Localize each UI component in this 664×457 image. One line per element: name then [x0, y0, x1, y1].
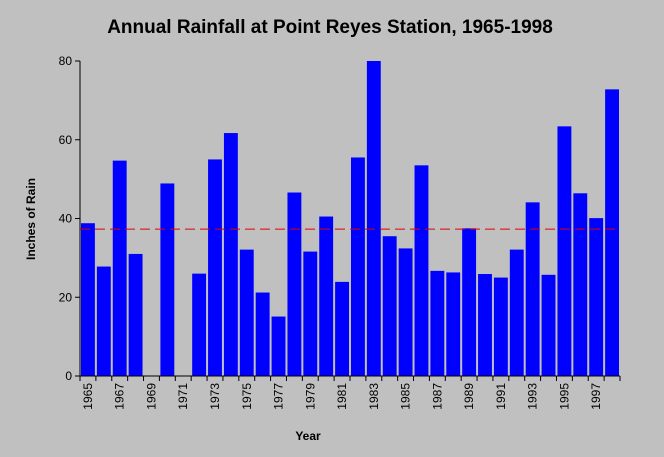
- y-tick-label: 60: [59, 133, 73, 147]
- bar-1979: [303, 251, 318, 376]
- y-tick-label: 80: [59, 54, 73, 68]
- bar-1968: [128, 253, 143, 376]
- x-tick-label-1971: 1971: [176, 383, 190, 410]
- bar-1976: [255, 292, 270, 376]
- bar-1970: [160, 183, 175, 376]
- bar-1998: [605, 89, 619, 376]
- bar-1973: [208, 159, 222, 376]
- bar-1984: [382, 236, 397, 376]
- x-tick-label-1969: 1969: [144, 383, 158, 410]
- y-tick-label: 0: [65, 369, 72, 383]
- bar-1966: [96, 266, 111, 376]
- x-tick-label-1997: 1997: [589, 383, 603, 410]
- bar-1988: [446, 272, 461, 376]
- bar-1994: [541, 274, 556, 376]
- bar-1997: [589, 218, 604, 376]
- bar-1990: [478, 274, 492, 376]
- bar-1996: [573, 193, 588, 376]
- x-ticks-group: 1965 1967 1969 1971 1973 1975 1977 1979 1981 1983…: [79, 376, 621, 410]
- x-tick-label-1967: 1967: [113, 383, 127, 410]
- y-tick-label: 40: [59, 212, 73, 226]
- x-tick-label-1989: 1989: [462, 383, 476, 410]
- bar-1965: [81, 223, 95, 376]
- bar-1981: [335, 281, 349, 376]
- x-tick-label-1965: 1965: [81, 383, 95, 410]
- bar-1993: [525, 202, 540, 376]
- x-tick-label-1991: 1991: [494, 383, 508, 410]
- x-tick-label-1977: 1977: [272, 383, 286, 410]
- bar-1989: [462, 228, 477, 376]
- y-axis-label: Inches of Rain: [24, 178, 38, 260]
- chart-title: Annual Rainfall at Point Reyes Station, …: [107, 17, 553, 38]
- bar-1985: [398, 248, 413, 376]
- y-tick-label: 20: [59, 290, 73, 304]
- bar-1980: [319, 216, 334, 376]
- bar-1992: [509, 249, 524, 376]
- bar-1978: [287, 192, 302, 376]
- x-tick-label-1993: 1993: [526, 383, 540, 410]
- x-tick-label-1983: 1983: [367, 383, 381, 410]
- x-tick-label-1985: 1985: [399, 383, 413, 410]
- bar-1983: [366, 61, 381, 376]
- x-tick-label-1995: 1995: [557, 383, 571, 410]
- bar-1995: [557, 126, 572, 376]
- y-ticks-group: 0 20 40 60 80: [59, 54, 80, 383]
- bar-1982: [351, 157, 365, 376]
- bar-1977: [271, 316, 286, 376]
- bars-group: [81, 61, 619, 377]
- bar-1975: [239, 249, 254, 376]
- bar-1974: [223, 133, 238, 376]
- bar-1986: [414, 165, 429, 376]
- bar-1991: [493, 277, 508, 376]
- x-tick-label-1987: 1987: [430, 383, 444, 410]
- x-tick-label-1973: 1973: [208, 383, 222, 410]
- bar-1967: [112, 160, 127, 376]
- x-axis-label: Year: [295, 429, 321, 443]
- x-tick-label-1981: 1981: [335, 383, 349, 410]
- bar-1972: [192, 273, 207, 377]
- bar-1987: [430, 270, 445, 376]
- x-tick-label-1975: 1975: [240, 383, 254, 410]
- x-tick-label-1979: 1979: [303, 383, 317, 410]
